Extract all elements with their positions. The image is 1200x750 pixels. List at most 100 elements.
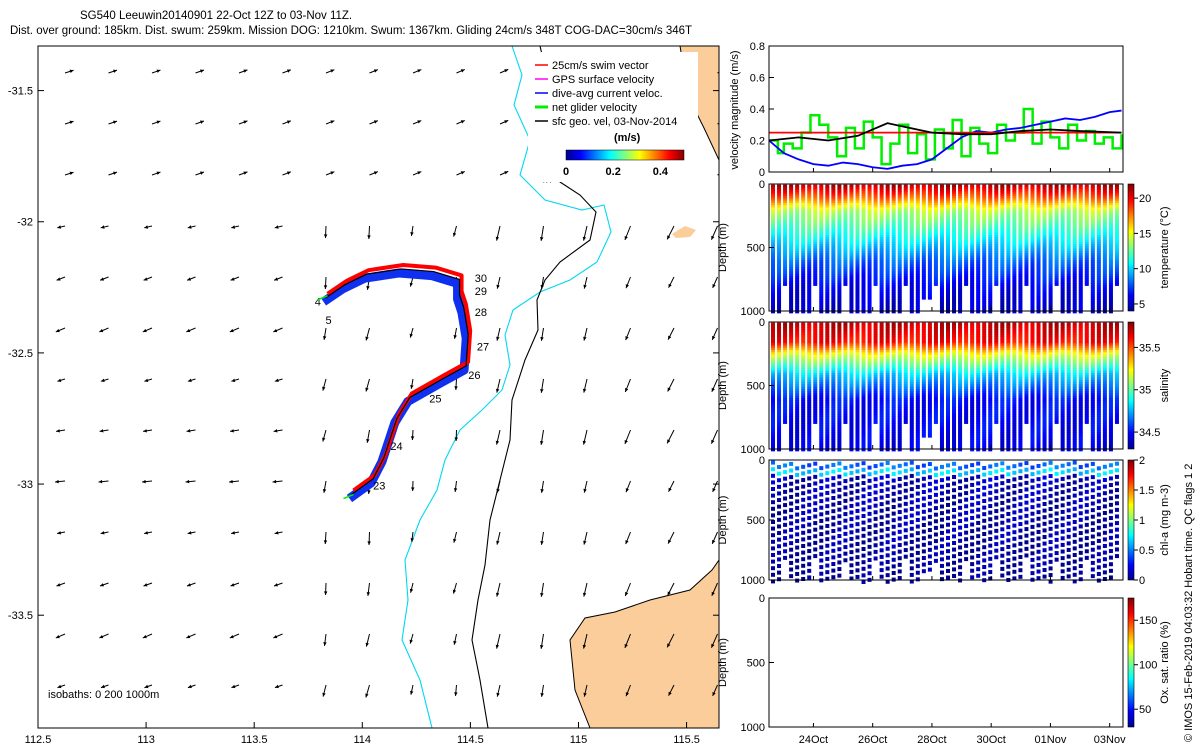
temperature-dot: [807, 296, 812, 300]
temperature-dot: [1000, 246, 1005, 250]
temperature-dot: [1054, 278, 1059, 282]
salinity-dot: [939, 368, 944, 372]
temperature-dot: [909, 310, 914, 314]
salinity-dot: [855, 324, 860, 328]
temperature-dot: [958, 232, 963, 236]
temperature-dot: [1096, 202, 1101, 206]
temperature-dot: [1060, 244, 1065, 248]
temperature-dot: [1108, 269, 1113, 273]
salinity-dot: [801, 411, 806, 415]
salinity-dot: [771, 382, 775, 386]
temperature-dot: [825, 282, 830, 286]
salinity-dot: [783, 382, 788, 386]
salinity-dot: [867, 368, 872, 372]
velocity-arrow: [195, 69, 205, 74]
salinity-dot: [861, 441, 866, 445]
temperature-dot: [1108, 221, 1113, 225]
temperature-dot: [1006, 232, 1011, 236]
salinity-dot: [867, 363, 872, 367]
salinity-dot: [801, 366, 806, 370]
temperature-dot: [861, 239, 866, 243]
temperature-dot: [1090, 260, 1095, 264]
salinity-dot: [831, 402, 836, 406]
temperature-dot: [777, 189, 782, 193]
temperature-dot: [970, 200, 975, 204]
temperature-dot: [813, 262, 818, 266]
temperature-dot: [1048, 298, 1053, 302]
temperature-dot: [964, 278, 969, 282]
temperature-dot: [1048, 202, 1053, 206]
temperature-dot: [891, 212, 896, 216]
temperature-dot: [1096, 230, 1101, 234]
temperature-dot: [988, 246, 993, 250]
salinity-dot: [927, 324, 932, 328]
salinity-dot: [921, 363, 926, 367]
salinity-dot: [933, 402, 938, 406]
salinity-dot: [909, 409, 914, 413]
temperature-dot: [801, 209, 806, 213]
velocity-arrow: [583, 327, 588, 341]
salinity-dot: [825, 434, 830, 438]
temperature-dot: [819, 209, 824, 213]
temperature-dot: [1036, 296, 1041, 300]
dive-avg-current-track: [321, 268, 471, 503]
temperature-dot: [1096, 273, 1101, 277]
temperature-dot: [777, 264, 782, 268]
temperature-dot: [867, 260, 872, 264]
temperature-dot: [939, 202, 944, 206]
salinity-dot: [897, 322, 902, 326]
temperature-dot: [795, 271, 800, 275]
temperature-dot: [1012, 202, 1017, 206]
temperature-dot: [1000, 214, 1005, 218]
salinity-dot: [885, 434, 890, 438]
temperature-dot: [988, 244, 993, 248]
salinity-dot: [801, 427, 806, 431]
temperature-dot: [909, 257, 914, 261]
salinity-dot: [807, 372, 812, 376]
temperature-dot: [789, 285, 794, 289]
velocity-arrow: [274, 378, 283, 382]
temperature-dot: [1102, 255, 1107, 259]
salinity-dot: [885, 416, 890, 420]
salinity-dot: [819, 336, 824, 340]
temperature-dot: [831, 308, 836, 312]
temperature-dot: [867, 202, 872, 206]
temperature-dot: [813, 193, 818, 197]
temperature-dot: [861, 260, 866, 264]
map-y-tick-label: -33.5: [8, 610, 33, 622]
salinity-dot: [867, 334, 872, 338]
temperature-dot: [777, 308, 782, 312]
temperature-dot: [1054, 262, 1059, 266]
salinity-dot: [855, 350, 860, 354]
salinity-dot: [861, 382, 866, 386]
temperature-dot: [849, 248, 854, 252]
temperature-dot: [1108, 234, 1113, 238]
salinity-dot: [915, 359, 920, 363]
temperature-dot: [1078, 244, 1083, 248]
temperature-dot: [921, 230, 926, 234]
salinity-dot: [885, 420, 890, 424]
temperature-dot: [813, 280, 818, 284]
temperature-dot: [897, 193, 902, 197]
temperature-dot: [927, 257, 932, 261]
salinity-dot: [843, 411, 848, 415]
salinity-dot: [921, 382, 926, 386]
temperature-dot: [1036, 218, 1041, 222]
salinity-dot: [933, 414, 938, 418]
temperature-dot: [1036, 191, 1041, 195]
velocity-arrow: [322, 378, 327, 391]
temperature-dot: [1006, 186, 1011, 190]
temperature-dot: [946, 285, 950, 289]
temperature-dot: [1042, 212, 1047, 216]
temperature-dot: [927, 193, 932, 197]
salinity-dot: [885, 427, 890, 431]
temperature-dot: [1072, 228, 1077, 232]
temperature-dot: [994, 189, 999, 193]
temperature-dot: [891, 301, 896, 305]
temperature-dot: [939, 225, 944, 229]
temperature-dot: [819, 273, 824, 277]
salinity-dot: [807, 343, 812, 347]
temperature-dot: [933, 239, 938, 243]
temperature-dot: [1102, 234, 1107, 238]
temperature-dot: [1066, 273, 1071, 277]
